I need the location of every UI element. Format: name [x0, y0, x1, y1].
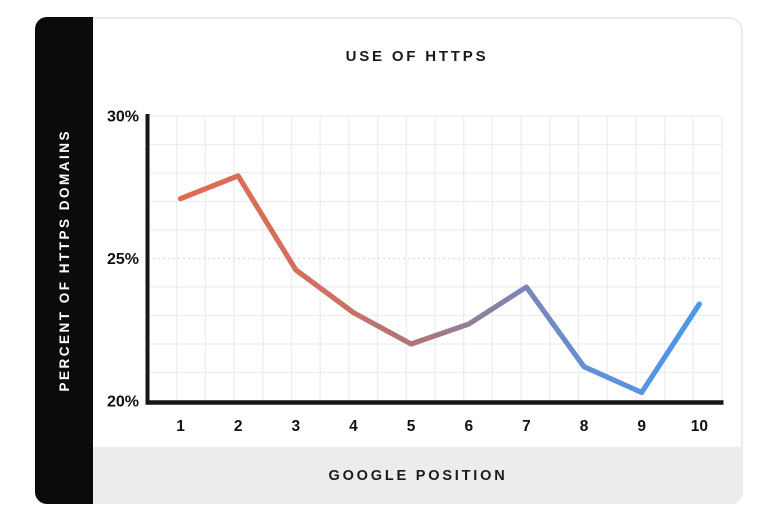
x-axis-label: GOOGLE POSITION [328, 467, 508, 484]
y-tick-label: 20% [107, 394, 139, 411]
x-tick-label: 8 [580, 418, 589, 435]
x-tick-label: 5 [407, 418, 416, 435]
chart-title: USE OF HTTPS [345, 48, 489, 65]
https-line-series [177, 173, 702, 396]
x-tick-label: 2 [234, 418, 243, 435]
x-tick-label: 6 [464, 418, 473, 435]
y-axis-label-panel: PERCENT OF HTTPS DOMAINS [35, 17, 93, 504]
y-axis-label: PERCENT OF HTTPS DOMAINS [56, 129, 72, 392]
x-tick-label: 7 [522, 418, 531, 435]
x-tick-label: 3 [291, 418, 300, 435]
x-tick-label: 9 [637, 418, 646, 435]
x-axis-label-bar: GOOGLE POSITION [93, 447, 743, 504]
chart-card: PERCENT OF HTTPS DOMAINS USE OF HTTPS GO… [35, 17, 743, 504]
x-tick-label: 10 [691, 418, 708, 435]
y-tick-label: 30% [107, 109, 139, 126]
x-tick-label: 4 [349, 418, 358, 435]
x-tick-label: 1 [176, 418, 185, 435]
y-tick-label: 25% [107, 251, 139, 268]
